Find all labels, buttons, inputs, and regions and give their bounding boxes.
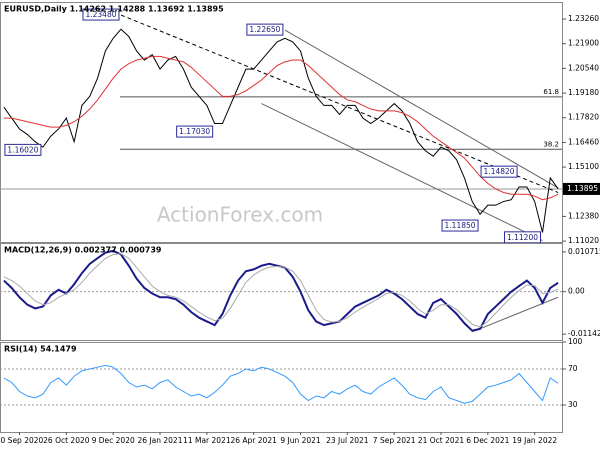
price-label-box (176, 125, 214, 138)
price-label-box (4, 143, 42, 156)
x-tick-label: 10 Sep 2020 (0, 436, 44, 445)
price-label: 1.23480 (85, 10, 116, 19)
price-label: 1.14820 (484, 167, 515, 176)
y-tick-label: 1.16460 (568, 137, 599, 146)
y-tick-label: 1.11020 (568, 236, 599, 245)
x-tick-label: 6 Dec 2021 (466, 436, 509, 445)
series-line (3, 28, 559, 233)
price-label: 1.16020 (7, 145, 38, 154)
watermark: ActionForex.com (157, 203, 323, 227)
trendline (284, 29, 559, 189)
trendline (472, 296, 559, 333)
last-price-tag (563, 182, 600, 195)
price-label-box (82, 8, 120, 21)
trendline (261, 103, 543, 241)
y-tick-label: 100 (568, 337, 583, 346)
price-label-box (503, 231, 541, 244)
y-tick-label: 1.19180 (568, 88, 599, 97)
fib-label: 61.8 (543, 88, 559, 96)
y-tick-label: 1.15100 (568, 162, 599, 171)
y-tick-label: 0.010715 (568, 247, 600, 256)
price-label-box (480, 165, 518, 178)
x-tick-label: 21 Oct 2021 (418, 436, 465, 445)
panel-title: MACD(12,26,9) 0.002377 0.000739 (4, 246, 162, 255)
price-label-box (246, 23, 284, 36)
x-tick-label: 19 Jan 2022 (512, 436, 557, 445)
series-line (3, 253, 559, 328)
trendline (120, 14, 559, 193)
panel-title: RSI(14) 54.1479 (4, 345, 77, 354)
y-tick-label: 1.12380 (568, 211, 599, 220)
x-tick-label: 23 Jul 2021 (326, 436, 369, 445)
y-tick-label: 1.17820 (568, 113, 599, 122)
y-tick-label: 30 (568, 400, 578, 409)
x-tick-label: 26 Apr 2021 (230, 436, 277, 445)
panel-frame (0, 2, 563, 243)
x-tick-label: 7 Sep 2021 (373, 436, 416, 445)
price-label: 1.17030 (179, 127, 210, 136)
y-tick-label: 1.20540 (568, 63, 599, 72)
y-tick-label: 70 (568, 364, 578, 373)
x-tick-label: 9 Dec 2020 (92, 436, 135, 445)
price-label-box (441, 219, 479, 232)
y-tick-label: 0.00 (568, 287, 585, 296)
y-tick-label: -0.011424 (568, 329, 600, 338)
x-tick-label: 9 Jun 2021 (280, 436, 321, 445)
price-label: 1.11200 (507, 233, 538, 242)
last-price-text: 1.13895 (567, 184, 598, 193)
series-line (3, 55, 559, 201)
x-tick-label: 11 Mar 2021 (183, 436, 231, 445)
panel-title: EURUSD,Daily 1.14262 1.14288 1.13692 1.1… (4, 5, 224, 14)
panel-frame (0, 342, 563, 433)
y-tick-label: 1.21900 (568, 39, 599, 48)
x-tick-label: 26 Oct 2020 (43, 436, 90, 445)
y-tick-label: 1.23260 (568, 14, 599, 23)
price-label: 1.22650 (249, 25, 280, 34)
fib-label: 38.2 (543, 140, 559, 148)
x-tick-label: 26 Jan 2021 (138, 436, 183, 445)
price-label: 1.11850 (445, 221, 476, 230)
series-line (3, 364, 559, 404)
